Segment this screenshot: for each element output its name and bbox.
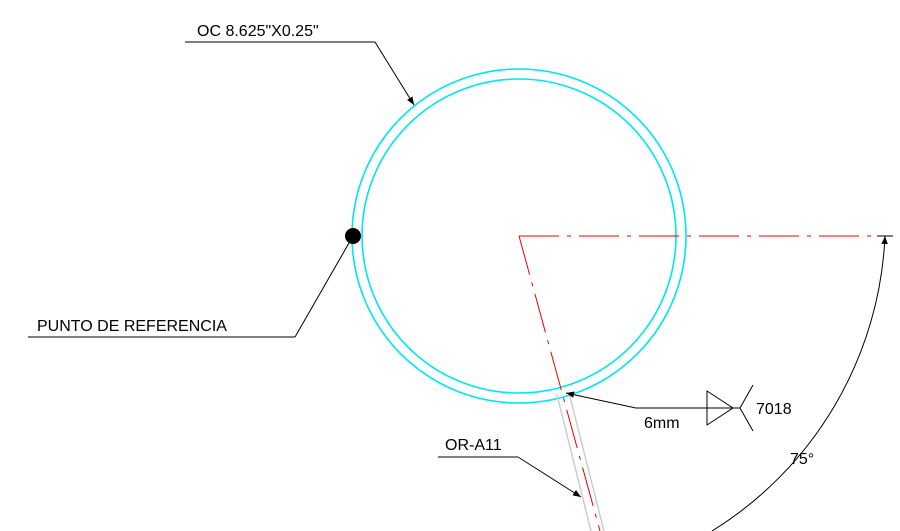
weld-arrow xyxy=(565,391,637,409)
angle-label: 75° xyxy=(790,451,814,468)
angle-arc xyxy=(711,235,888,531)
branch-wall xyxy=(568,392,605,531)
branch-center-line xyxy=(518,235,601,531)
leader xyxy=(374,41,415,106)
branch-wall xyxy=(556,394,592,531)
electrode: 7018 xyxy=(756,401,792,418)
weld-size: 6mm xyxy=(644,415,680,432)
leader xyxy=(294,235,354,338)
weld-tail xyxy=(739,384,754,432)
reference-point xyxy=(345,228,361,244)
leader xyxy=(517,456,582,498)
weld-symbol xyxy=(706,390,734,426)
branch-label: OR-A11 xyxy=(445,437,502,454)
reference-label: PUNTO DE REFERENCIA xyxy=(37,318,227,335)
pipe-label: OC 8.625"X0.25" xyxy=(197,23,319,40)
